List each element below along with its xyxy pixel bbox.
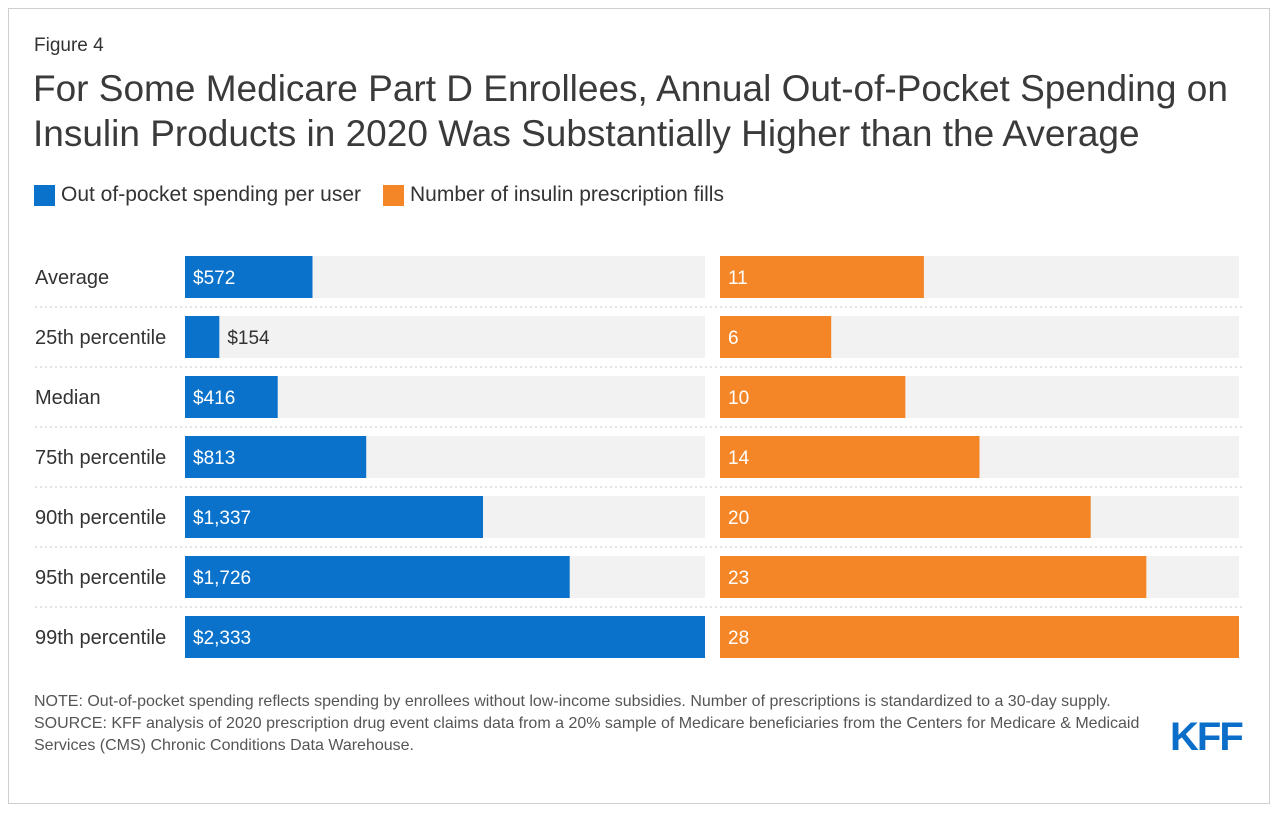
legend-item-fills: Number of insulin prescription fills <box>383 183 724 207</box>
data-label-fills-average: 11 <box>728 268 748 289</box>
bar-fills-95th-percentile <box>720 556 1147 598</box>
figure-frame <box>8 8 1270 804</box>
data-label-fills-90th-percentile: 20 <box>728 508 749 529</box>
data-label-spending-90th-percentile: $1,337 <box>193 508 251 529</box>
data-label-fills-75th-percentile: 14 <box>728 448 750 469</box>
bar-fills-99th-percentile <box>720 616 1239 658</box>
bar-spending-90th-percentile <box>185 496 484 538</box>
data-label-fills-95th-percentile: 23 <box>728 568 749 589</box>
category-label-95th-percentile: 95th percentile <box>35 567 166 589</box>
legend-item-spending: Out of-pocket spending per user <box>34 183 361 207</box>
bar-spending-99th-percentile <box>185 616 705 658</box>
chart-title: For Some Medicare Part D Enrollees, Annu… <box>33 68 1228 154</box>
data-label-spending-95th-percentile: $1,726 <box>193 568 251 589</box>
legend-swatch-fills <box>383 184 405 206</box>
legend: Out of-pocket spending per user Number o… <box>34 183 746 207</box>
bar-track-spending-25th-percentile <box>185 316 705 358</box>
footnote: NOTE: Out-of-pocket spending reflects sp… <box>34 691 1164 757</box>
category-label-average: Average <box>35 267 109 289</box>
category-label-25th-percentile: 25th percentile <box>35 327 166 349</box>
bar-spending-95th-percentile <box>185 556 570 598</box>
bar-spending-median <box>185 376 278 418</box>
bar-spending-average <box>185 256 313 298</box>
data-label-spending-99th-percentile: $2,333 <box>193 628 251 649</box>
bar-fills-75th-percentile <box>720 436 980 478</box>
figure-label: Figure 4 <box>34 35 104 56</box>
category-label-median: Median <box>35 387 101 409</box>
data-label-fills-99th-percentile: 28 <box>728 628 749 649</box>
data-label-fills-median: 10 <box>728 388 749 409</box>
legend-label-fills: Number of insulin prescription fills <box>410 183 724 206</box>
data-label-spending-25th-percentile: $154 <box>227 328 270 349</box>
legend-label-spending: Out of-pocket spending per user <box>61 183 362 206</box>
bar-fills-median <box>720 376 906 418</box>
bar-spending-25th-percentile <box>185 316 220 358</box>
data-label-spending-75th-percentile: $813 <box>193 448 235 469</box>
legend-swatch-spending <box>34 184 55 206</box>
category-label-90th-percentile: 90th percentile <box>35 507 166 529</box>
bar-chart: Average $572 11 25th percentile $154 6 Median $… <box>35 256 1245 658</box>
bar-fills-average <box>720 256 924 298</box>
note-text: NOTE: Out-of-pocket spending reflects sp… <box>34 693 1111 710</box>
bar-spending-75th-percentile <box>185 436 367 478</box>
bar-fills-90th-percentile <box>720 496 1091 538</box>
bar-fills-25th-percentile <box>720 316 832 358</box>
data-label-fills-25th-percentile: 6 <box>728 328 739 349</box>
category-label-99th-percentile: 99th percentile <box>35 627 166 649</box>
data-label-spending-average: $572 <box>193 268 235 289</box>
source-text: SOURCE: KFF analysis of 2020 prescriptio… <box>34 715 1140 754</box>
category-label-75th-percentile: 75th percentile <box>35 447 166 469</box>
data-label-spending-median: $416 <box>193 388 235 409</box>
kff-logo: KFF <box>1170 715 1244 759</box>
